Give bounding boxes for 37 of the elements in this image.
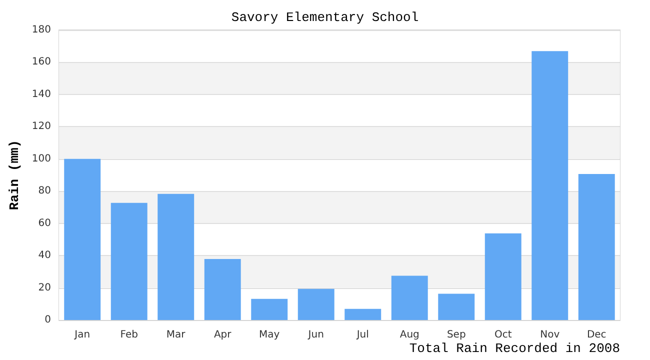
x-axis-title: Total Rain Recorded in 2008: [409, 341, 620, 356]
x-tick-label: Jun: [307, 330, 324, 340]
bar: [158, 194, 194, 320]
chart-title: Savory Elementary School: [231, 10, 419, 25]
y-tick-label: 180: [32, 24, 51, 36]
bar: [64, 158, 101, 320]
bar: [251, 298, 288, 320]
bar: [484, 233, 522, 320]
x-tick-label: Sep: [446, 330, 466, 340]
bar: [204, 258, 241, 320]
y-tick-label: 60: [38, 218, 51, 229]
bar: [298, 288, 334, 320]
bar: [438, 294, 475, 320]
y-tick-label: 100: [32, 153, 51, 164]
bar: [110, 202, 148, 320]
bar: [532, 51, 568, 320]
x-tick-label: Jan: [74, 330, 90, 340]
y-tick-label: 120: [32, 121, 51, 132]
bar: [391, 276, 428, 320]
bar: [578, 174, 615, 320]
y-tick-label: 20: [38, 282, 51, 294]
x-tick-label: Jul: [356, 330, 369, 340]
y-tick-label: 160: [32, 56, 51, 68]
x-tick-label: May: [259, 330, 280, 340]
x-tick-label: Mar: [166, 330, 186, 340]
x-tick-label: Aug: [400, 330, 420, 340]
x-tick-label: Feb: [120, 330, 138, 340]
x-tick-label: Nov: [540, 330, 560, 340]
y-tick-label: 140: [32, 88, 51, 100]
y-tick-label: 80: [38, 186, 51, 197]
bar: [344, 308, 382, 320]
y-tick-label: 0: [44, 314, 51, 326]
y-tick-label: 40: [38, 250, 51, 262]
x-tick-label: Apr: [214, 330, 232, 340]
y-axis-title: Rain (mm): [7, 140, 22, 210]
x-tick-label: Oct: [494, 330, 512, 340]
x-tick-label: Dec: [586, 330, 606, 340]
